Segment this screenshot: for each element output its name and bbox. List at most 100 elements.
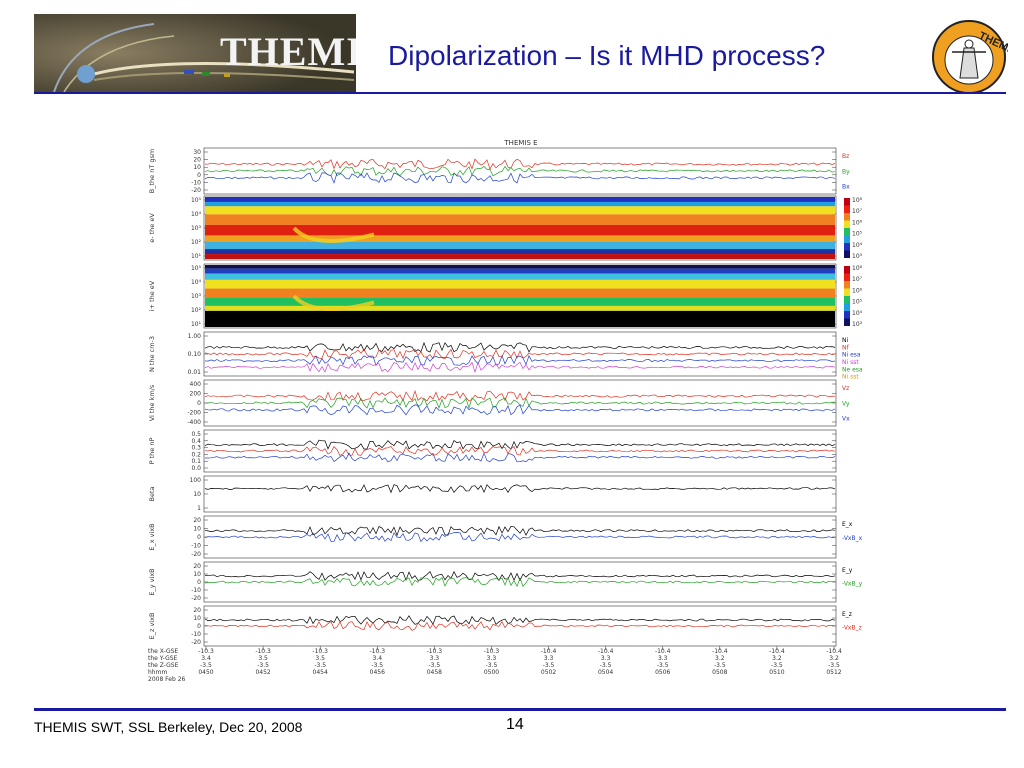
panel-tick-label: 10 <box>193 491 201 498</box>
colorbar-tick: 10³ <box>852 253 863 260</box>
panel-tick-label: 0 <box>197 400 201 407</box>
panel-v: Vi the km/s 400 200 0 -200 -400 Vz Vy Vx <box>148 379 850 427</box>
xaxis-value: 0454 <box>313 669 328 676</box>
xaxis-value: -3.5 <box>543 662 555 669</box>
panel-tick-label: 10² <box>191 307 202 314</box>
xaxis-value: -10.4 <box>712 648 728 655</box>
xaxis-value: 0512 <box>826 669 841 676</box>
panel-ylabel: N the cm-3 <box>148 336 156 372</box>
spectrogram-band <box>205 235 835 242</box>
panel-tick-label: -400 <box>187 419 201 426</box>
panel-legend-entry: -VxB_y <box>842 580 863 587</box>
panel-tick-label: 20 <box>193 157 201 164</box>
panel-frame <box>203 475 837 513</box>
colorbar-tick: 10⁶ <box>852 287 863 294</box>
xaxis-value: 0502 <box>541 669 556 676</box>
page-number: 14 <box>506 716 524 733</box>
panel-tick-label: -10 <box>191 543 201 550</box>
panel-legend-entry: E_x <box>842 521 853 528</box>
panel-tick-label: 0.5 <box>191 431 201 438</box>
panel-tick-label: 10² <box>191 239 202 246</box>
spectrogram-band <box>205 268 835 274</box>
panel-tick-label: 400 <box>190 381 202 388</box>
colorbar-segment <box>844 281 850 289</box>
spectrogram-band <box>205 249 835 255</box>
panel-tick-label: 0.3 <box>191 445 201 452</box>
panel-frame <box>203 561 837 603</box>
spectrogram-band <box>205 288 835 298</box>
xaxis-value: 0452 <box>255 669 270 676</box>
themis-logo-banner: THEMIS <box>34 14 356 92</box>
panel-ex: E_x vixB 20 100 -10-20 E_x -VxB_x <box>148 515 863 559</box>
logo-text: THEMIS <box>220 29 356 74</box>
colorbar-segment <box>844 303 850 311</box>
xaxis-value: -10.3 <box>255 648 271 655</box>
panel-ylabel: E_y vixB <box>148 568 156 595</box>
xaxis-value: -10.3 <box>198 648 214 655</box>
xaxis-value: 3.2 <box>772 655 782 662</box>
panel-trace <box>204 532 836 543</box>
panel-tick-label: 1 <box>197 505 201 512</box>
spectrogram-band <box>205 197 835 202</box>
panel-legend-entry: -VxB_z <box>842 624 862 631</box>
themis-mission-badge-icon: THEMIS <box>932 20 1019 94</box>
xaxis-value: 3.2 <box>829 655 839 662</box>
xaxis-value: 3.3 <box>601 655 611 662</box>
panel-tick-label: 200 <box>190 391 202 398</box>
panel-e: e- the eV 10⁵ 10⁴ 10³ 10² 10¹ 10⁸ 10⁷ 10⁶ 10⁵ 10⁴ 1… <box>148 195 863 261</box>
panel-legend-entry: E_z <box>842 611 852 618</box>
panel-ylabel: i+ the eV <box>148 280 156 311</box>
colorbar-tick: 10³ <box>852 321 863 328</box>
spectrogram-band <box>205 224 835 236</box>
panel-tick-label: 30 <box>193 149 201 156</box>
panel-ylabel: E_x vixB <box>148 523 156 550</box>
spectrogram-band <box>205 265 835 269</box>
magnetosphere-illustration <box>34 14 356 92</box>
panel-trace <box>204 172 836 184</box>
colorbar-segment <box>844 288 850 296</box>
panel-ylabel: B_the nT gsm <box>148 149 156 193</box>
xaxis-value: 0450 <box>198 669 213 676</box>
panel-legend-entry: Ni sst <box>842 359 859 366</box>
spectrogram-band <box>205 279 835 289</box>
panel-tick-label: 0.10 <box>188 351 202 358</box>
panel-tick-label: -10 <box>191 179 201 186</box>
xaxis-value: -10.4 <box>541 648 557 655</box>
panel-tick-label: -200 <box>187 410 201 417</box>
xaxis-row-label: the X-GSE <box>148 648 178 655</box>
xaxis-value: -3.5 <box>657 662 669 669</box>
panel-legend-entry: -VxB_x <box>842 535 863 542</box>
panel-trace <box>204 525 836 537</box>
panel-trace <box>204 439 836 450</box>
panel-tick-label: 0 <box>197 579 201 586</box>
xaxis-value: -10.3 <box>312 648 328 655</box>
panel-legend-entry: E_y <box>842 567 853 574</box>
colorbar-segment <box>844 250 850 258</box>
panel-tick-label: 0.4 <box>191 438 201 445</box>
xaxis-value: -3.5 <box>714 662 726 669</box>
panel-tick-label: 10¹ <box>191 253 202 260</box>
panel-legend-entry: Ne esa <box>842 366 863 373</box>
panel-tick-label: 10³ <box>191 225 202 232</box>
xaxis-value: -3.5 <box>600 662 612 669</box>
panel-tick-label: 10³ <box>191 293 202 300</box>
panel-legend-entry: Ni sst <box>842 374 859 381</box>
panel-legend-entry: Vy <box>842 400 850 407</box>
xaxis-value: -3.5 <box>200 662 212 669</box>
colorbar-tick: 10⁴ <box>852 242 863 249</box>
colorbar-segment <box>844 273 850 281</box>
panel-tick-label: 1.00 <box>188 333 202 340</box>
panel-frame <box>203 515 837 559</box>
panel-tick-label: 0.0 <box>191 465 201 472</box>
panel-tick-label: 20 <box>193 563 201 570</box>
xaxis-value: -10.4 <box>598 648 614 655</box>
panel-tick-label: -20 <box>191 595 201 602</box>
panel-tick-label: -10 <box>191 587 201 594</box>
panel-trace <box>204 615 836 625</box>
panel-tick-label: 20 <box>193 607 201 614</box>
panel-tick-label: 10 <box>193 571 201 578</box>
